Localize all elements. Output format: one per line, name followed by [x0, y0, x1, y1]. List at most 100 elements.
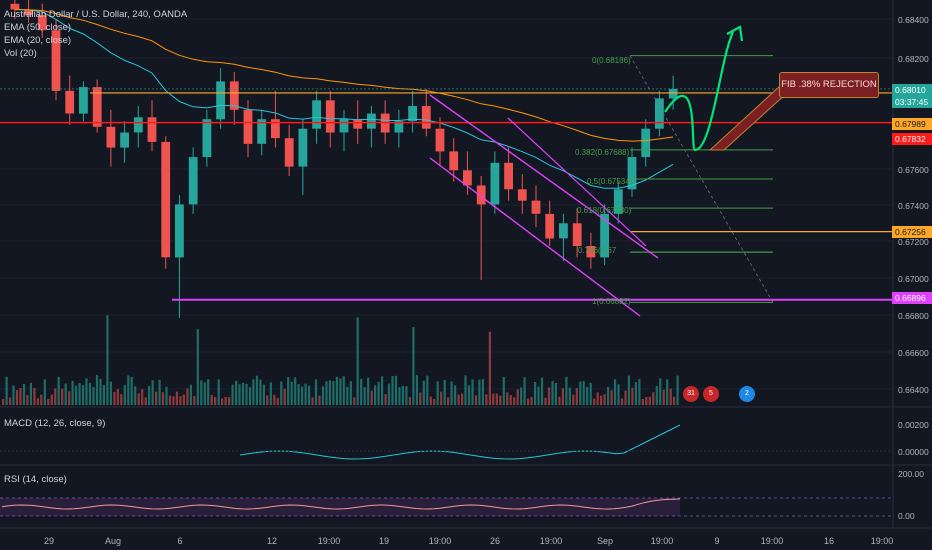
- volume-bar: [454, 385, 457, 405]
- candle-body: [517, 189, 527, 201]
- time-tick: 26: [489, 536, 501, 546]
- volume-bar: [19, 388, 22, 405]
- volume-bar: [419, 392, 422, 405]
- volume-bar: [210, 394, 213, 405]
- volume-bar: [561, 388, 564, 405]
- volume-bar: [631, 387, 634, 405]
- candle-body: [133, 117, 143, 133]
- volume-bar: [61, 388, 64, 405]
- symbol-title[interactable]: Australian Dollar / U.S. Dollar, 240, OA…: [4, 9, 188, 20]
- volume-legend[interactable]: Vol (20): [4, 48, 37, 59]
- volume-bar: [335, 376, 338, 405]
- volume-bar: [82, 385, 85, 405]
- volume-bar: [436, 381, 439, 405]
- volume-bar: [47, 398, 50, 405]
- event-badge[interactable]: 31: [683, 386, 699, 402]
- volume-bar: [610, 390, 613, 405]
- volume-bar: [71, 380, 74, 405]
- volume-bar: [596, 392, 599, 405]
- time-tick: Aug: [104, 536, 122, 546]
- channel-upper-line: [429, 94, 659, 259]
- volume-bar: [120, 394, 123, 405]
- fib-label-0618: 0.618(0.67380): [577, 206, 632, 215]
- volume-bar: [221, 398, 224, 405]
- volume-bar: [266, 395, 269, 405]
- ema50-legend[interactable]: EMA (50, close): [4, 22, 72, 33]
- volume-bar: [75, 385, 78, 405]
- volume-bar: [102, 385, 105, 405]
- fib-rejection-callout[interactable]: FIB .38% REJECTION: [779, 72, 879, 98]
- volume-bar: [655, 386, 658, 405]
- volume-bar: [568, 387, 571, 405]
- volume-bar: [245, 383, 248, 405]
- volume-bar: [144, 397, 147, 405]
- current-price-tag: 0.68010: [892, 84, 932, 96]
- price-tick: 0.67600: [898, 165, 929, 175]
- volume-bar: [673, 396, 676, 405]
- volume-bar: [228, 397, 231, 405]
- volume-bar: [363, 387, 366, 405]
- volume-bar: [294, 377, 297, 405]
- volume-bar: [447, 397, 450, 405]
- time-tick: Sep: [596, 536, 614, 546]
- volume-bar: [527, 398, 530, 405]
- volume-bar: [443, 380, 446, 405]
- rejection-callout-pointer: [708, 85, 789, 151]
- candle-body: [65, 90, 75, 114]
- candle-body: [339, 119, 349, 133]
- volume-bar: [544, 397, 547, 405]
- candle-body: [641, 128, 651, 158]
- volume-bar: [113, 392, 116, 405]
- volume-bar: [551, 381, 554, 405]
- rsi-legend[interactable]: RSI (14, close): [4, 474, 67, 485]
- volume-bar: [638, 379, 641, 405]
- volume-bar: [26, 395, 29, 405]
- volume-bar: [624, 390, 627, 405]
- event-badge[interactable]: 5: [703, 386, 719, 402]
- price-tick: 0.68400: [898, 15, 929, 25]
- time-tick: 19:00: [760, 536, 784, 546]
- volume-bar: [474, 395, 478, 405]
- volume-bar: [182, 394, 185, 405]
- volume-bar: [540, 377, 544, 405]
- volume-bar: [158, 379, 161, 405]
- time-tick: 19:00: [870, 536, 894, 546]
- volume-bar: [339, 378, 342, 405]
- macd-line: [239, 424, 681, 460]
- volume-bar: [523, 377, 526, 405]
- macd-legend[interactable]: MACD (12, 26, close, 9): [4, 418, 106, 429]
- fib-label-1: 1(0.66882): [592, 297, 631, 306]
- candle-body: [600, 213, 609, 258]
- volume-bar: [332, 381, 335, 405]
- volume-bar: [85, 378, 88, 405]
- volume-bar: [634, 382, 637, 405]
- time-tick: 19: [378, 536, 390, 546]
- volume-bar: [662, 389, 665, 405]
- event-badge[interactable]: 2: [739, 386, 755, 402]
- volume-bar: [381, 376, 384, 405]
- candle-body: [572, 223, 582, 246]
- candle-body: [353, 119, 363, 129]
- volume-bar: [235, 380, 238, 405]
- candle-body: [312, 100, 321, 129]
- volume-bar: [485, 394, 488, 405]
- volume-bar: [5, 376, 8, 405]
- ema20-legend[interactable]: EMA (20, close): [4, 35, 72, 46]
- volume-bar: [627, 375, 630, 405]
- volume-bar: [467, 385, 471, 405]
- volume-bar: [495, 393, 498, 405]
- volume-bar: [384, 394, 387, 405]
- volume-bar: [398, 387, 401, 405]
- orange-line-tag: 0.67989: [892, 118, 932, 130]
- volume-bar: [116, 389, 119, 405]
- volume-bar: [88, 382, 92, 405]
- volume-bar: [175, 391, 178, 405]
- volume-bar: [464, 375, 467, 405]
- volume-bar: [346, 386, 349, 405]
- volume-bar: [426, 375, 429, 405]
- volume-bar: [207, 379, 210, 405]
- volume-bar: [304, 383, 307, 405]
- volume-bar: [342, 376, 345, 405]
- volume-bar: [318, 395, 321, 405]
